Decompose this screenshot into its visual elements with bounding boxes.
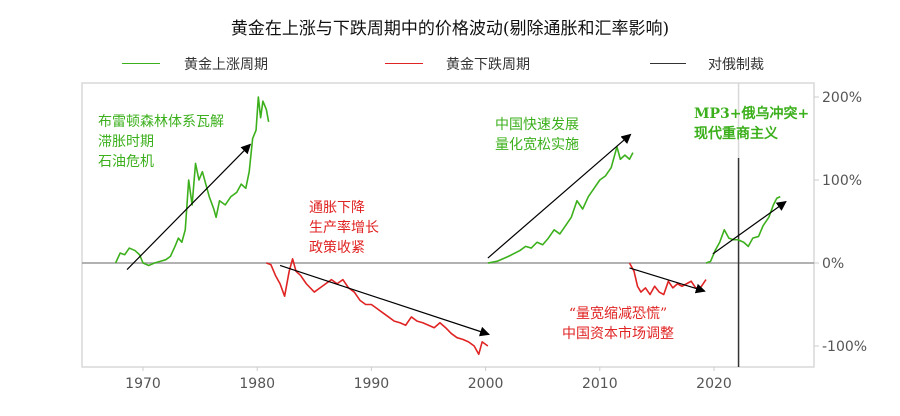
series-line-1 <box>266 258 489 356</box>
chart-title: 黄金在上涨与下跌周期中的价格波动(剔除通胀和汇率影响) <box>230 19 670 39</box>
annotation-line: “量宽缩减恐慌” <box>568 306 668 322</box>
annotation-2013: “量宽缩减恐慌” 中国资本市场调整 <box>556 304 680 344</box>
annotation-line: 滞胀时期 <box>98 134 154 150</box>
series-line-4 <box>705 195 781 264</box>
annotation-line: 政策收紧 <box>309 240 365 256</box>
x-tick-label: 1980 <box>239 376 275 392</box>
annotation-2000s: 中国快速发展 量化宽松实施 <box>495 115 579 155</box>
annotation-line: 中国快速发展 <box>495 117 579 133</box>
x-tick-label: 1990 <box>354 376 390 392</box>
x-tick-label: 2020 <box>696 376 732 392</box>
y-tick-label: -100% <box>822 339 867 355</box>
trend-arrow-3 <box>629 267 706 294</box>
series-line-3 <box>628 262 707 296</box>
annotation-line: 量化宽松实施 <box>495 137 579 153</box>
trend-arrow-4 <box>712 200 787 255</box>
y-tick-label: 200% <box>822 90 862 106</box>
legend-label-fall: 黄金下跌周期 <box>446 57 530 73</box>
series-line-2 <box>487 146 634 264</box>
trend-arrow-0 <box>126 143 252 271</box>
trend-arrow-2 <box>487 133 632 259</box>
y-tick-label: 100% <box>822 173 862 189</box>
x-tick-label: 1970 <box>125 376 161 392</box>
series-line-0 <box>114 96 270 267</box>
annotation-2020s: MP3+俄乌冲突+ 现代重商主义 <box>694 104 809 144</box>
annotation-line: 生产率增长 <box>309 220 379 236</box>
annotation-1970s: 布雷顿森林体系瓦解 滞胀时期 石油危机 <box>98 112 224 172</box>
annotation-line: 布雷顿森林体系瓦解 <box>98 114 224 130</box>
x-tick-label: 2000 <box>468 376 504 392</box>
legend-label-rise: 黄金上涨周期 <box>184 57 268 73</box>
legend-line-rise <box>122 63 160 64</box>
annotation-line: 中国资本市场调整 <box>562 326 674 342</box>
annotation-line: 石油危机 <box>98 154 154 170</box>
x-tick-label: 2010 <box>582 376 618 392</box>
legend-label-sanction: 对俄制裁 <box>708 57 764 73</box>
trend-arrow-1 <box>279 264 490 337</box>
annotation-line: 通胀下降 <box>309 200 365 216</box>
annotation-line: 现代重商主义 <box>694 126 778 142</box>
plot-frame <box>81 82 815 368</box>
annotation-line: MP3+俄乌冲突+ <box>694 106 810 122</box>
legend-line-sanction <box>650 63 686 64</box>
y-tick-label: 0% <box>822 256 844 272</box>
annotation-1980s: 通胀下降 生产率增长 政策收紧 <box>309 198 379 258</box>
legend-line-fall <box>385 63 423 64</box>
